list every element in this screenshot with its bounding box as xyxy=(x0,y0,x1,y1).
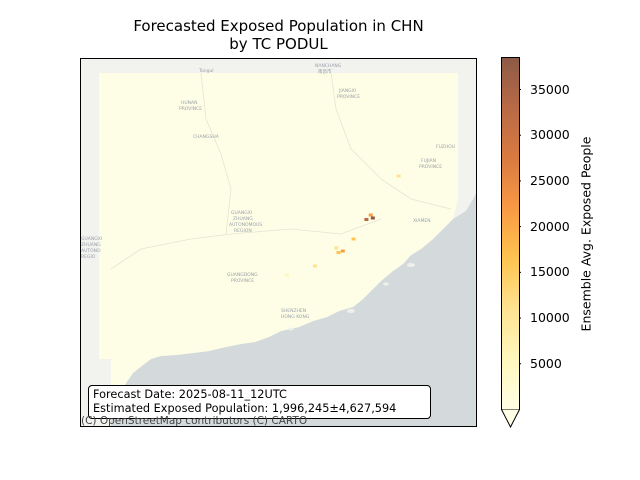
label-fujian-prov: PROVINCE xyxy=(419,165,443,170)
label-guangxi1: GUANGXI xyxy=(231,211,253,216)
exposed-population: Estimated Exposed Population: 1,996,245±… xyxy=(93,402,397,415)
basemap-labels: Tongul NANCHANG 南昌市 HUNAN PROVINCE JIANG… xyxy=(81,59,476,426)
title-line-2: by TC PODUL xyxy=(229,35,328,53)
label-guangxi3: AUTONOMOUS xyxy=(229,223,263,228)
colorbar-label: Ensemble Avg. Exposed People xyxy=(578,136,594,332)
label-city-c: SHENZHEN xyxy=(281,309,307,314)
exposure-hotspot xyxy=(368,213,373,217)
exposure-hotspot xyxy=(364,218,369,221)
coastal-islands xyxy=(288,263,415,331)
info-box: Forecast Date: 2025-08-11_12UTC Estimate… xyxy=(88,385,431,419)
label-left-region4: REGIO xyxy=(81,255,96,260)
exposure-hotspot xyxy=(396,174,401,178)
label-top1: Tongul xyxy=(199,69,214,74)
exposure-hotspot xyxy=(340,249,345,253)
label-hunan: HUNAN xyxy=(181,101,198,106)
title-line-1: Forecasted Exposed Population in CHN xyxy=(133,17,424,35)
province-border xyxy=(110,72,452,270)
exposure-hotspot xyxy=(334,246,339,250)
colorbar-tick-label: 35000 xyxy=(530,81,570,97)
colorbar-tick-label: 30000 xyxy=(530,127,570,143)
colorbar-tick-label: 25000 xyxy=(530,172,570,188)
forecast-date: Forecast Date: 2025-08-11_12UTC xyxy=(93,388,287,401)
hotspot-layer xyxy=(285,174,401,277)
label-jiangxi-prov: PROVINCE xyxy=(337,95,361,100)
chart-title: Forecasted Exposed Population in CHN by … xyxy=(80,17,477,53)
label-hunan-prov: PROVINCE xyxy=(179,107,203,112)
colorbar-tick-label: 15000 xyxy=(530,264,570,280)
map-attribution: (C) OpenStreetMap contributors (C) CARTO xyxy=(81,415,308,427)
label-city-d: HONG KONG xyxy=(281,315,310,320)
map-panel[interactable]: Tongul NANCHANG 南昌市 HUNAN PROVINCE JIANG… xyxy=(80,58,477,427)
exposure-hotspot xyxy=(351,237,356,241)
colorbar-tick-label: 20000 xyxy=(530,218,570,234)
label-city-b: XIAMEN xyxy=(413,219,431,224)
label-top3: 南昌市 xyxy=(318,70,332,75)
label-guangdong: GUANGDONG xyxy=(227,273,258,278)
label-fujian: FUJIAN xyxy=(421,159,436,164)
label-city-a: FUZHOU xyxy=(436,145,456,150)
label-jiangxi: JIANGXI xyxy=(339,89,356,94)
exposure-hotspot xyxy=(285,273,290,277)
exposure-region xyxy=(99,73,458,411)
label-guangdong-prov: PROVINCE xyxy=(231,279,255,284)
label-left-region1: GUANGXI xyxy=(81,237,103,242)
label-changsha: CHANGSHA xyxy=(193,135,219,140)
label-left-region2: ZHUANG xyxy=(81,243,101,248)
exposure-hotspot xyxy=(336,251,341,254)
label-top2: NANCHANG xyxy=(315,64,342,69)
exposure-hotspot xyxy=(312,264,317,268)
colorbar-gradient xyxy=(501,57,520,410)
map-canvas xyxy=(81,59,476,426)
label-left-region3: AUTONO xyxy=(81,249,101,254)
colorbar-tick-label: 5000 xyxy=(530,355,562,371)
colorbar xyxy=(501,57,521,429)
exposure-hotspot xyxy=(370,216,375,220)
colorbar-tick-label: 10000 xyxy=(530,310,570,326)
label-guangxi4: REGION xyxy=(234,229,252,234)
sea-area xyxy=(111,193,476,426)
colorbar-ticks xyxy=(519,89,521,365)
label-guangxi2: ZHUANG xyxy=(233,217,253,222)
colorbar-extend-arrow xyxy=(501,409,520,429)
